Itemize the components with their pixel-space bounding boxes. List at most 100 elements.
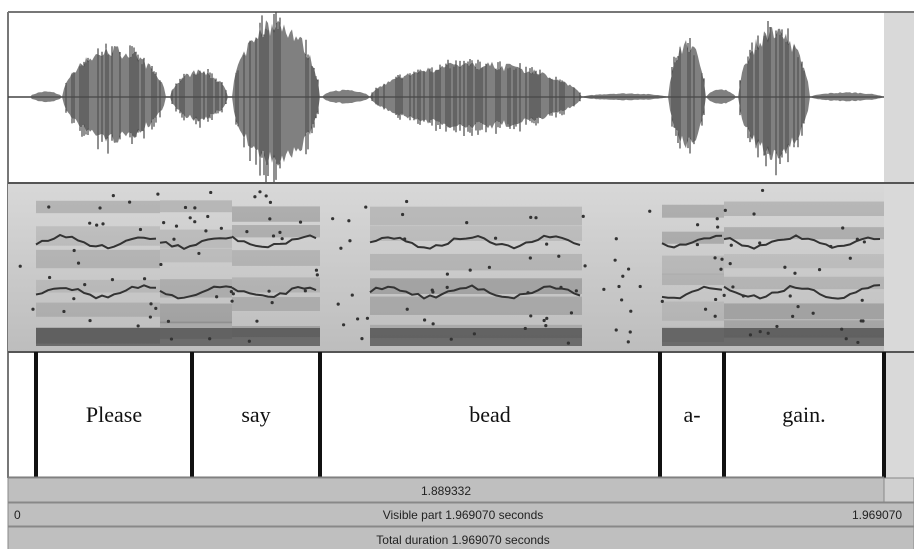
- formant-dot: [220, 227, 223, 230]
- formant-dot: [111, 278, 114, 281]
- formant-band: [36, 201, 160, 213]
- formant-dot: [170, 337, 173, 340]
- interval-label: gain.: [782, 402, 825, 427]
- formant-dot: [791, 315, 794, 318]
- formant-dot: [154, 307, 157, 310]
- formant-dot: [184, 206, 187, 209]
- formant-dot: [364, 205, 367, 208]
- formant-band: [662, 205, 724, 218]
- interval-boundary: [190, 352, 194, 478]
- formant-dot: [193, 220, 196, 223]
- formant-dot: [567, 342, 570, 345]
- formant-dot: [98, 206, 101, 209]
- formant-dot: [253, 195, 256, 198]
- formant-dot: [272, 234, 275, 237]
- formant-dot: [48, 276, 51, 279]
- formant-dot: [617, 285, 620, 288]
- formant-dot: [316, 273, 319, 276]
- formant-dot: [473, 332, 476, 335]
- formant-dot: [648, 210, 651, 213]
- formant-dot: [193, 206, 196, 209]
- visible-start: 0: [14, 508, 21, 522]
- formant-dot: [731, 285, 734, 288]
- formant-band: [160, 200, 232, 212]
- formant-band: [724, 227, 884, 239]
- formant-dot: [723, 294, 726, 297]
- formant-dot: [559, 286, 562, 289]
- formant-dot: [347, 219, 350, 222]
- formant-band: [662, 274, 724, 285]
- formant-dot: [255, 320, 258, 323]
- formant-dot: [465, 221, 468, 224]
- formant-dot: [401, 213, 404, 216]
- formant-dot: [209, 191, 212, 194]
- formant-dot: [767, 332, 770, 335]
- visible-end: 1.969070: [852, 508, 902, 522]
- formant-dot: [544, 324, 547, 327]
- formant-dot: [299, 221, 302, 224]
- formant-dot: [95, 223, 98, 226]
- formant-dot: [450, 338, 453, 341]
- formant-dot: [696, 243, 699, 246]
- total-duration: Total duration 1.969070 seconds: [376, 533, 549, 547]
- formant-dot: [575, 289, 578, 292]
- formant-dot: [175, 225, 178, 228]
- cursor-bar-rest[interactable]: [884, 478, 914, 502]
- formant-dot: [529, 256, 532, 259]
- formant-band: [160, 304, 232, 324]
- formant-dot: [545, 317, 548, 320]
- formant-dot: [423, 318, 426, 321]
- formant-dot: [627, 267, 630, 270]
- formant-dot: [534, 216, 537, 219]
- formant-dot: [840, 328, 843, 331]
- formant-dot: [789, 294, 792, 297]
- formant-dot: [856, 238, 859, 241]
- formant-dot: [749, 333, 752, 336]
- formant-dot: [529, 314, 532, 317]
- interval-label: Please: [86, 402, 142, 427]
- formant-dot: [83, 283, 86, 286]
- formant-dot: [621, 275, 624, 278]
- formant-dot: [775, 325, 778, 328]
- interval-boundary: [658, 352, 662, 478]
- formant-dot: [432, 322, 435, 325]
- interval-boundary: [882, 352, 886, 478]
- formant-dot: [761, 189, 764, 192]
- formant-dot: [620, 298, 623, 301]
- formant-dot: [446, 273, 449, 276]
- formant-dot: [62, 310, 65, 313]
- interval-label: a-: [683, 402, 700, 427]
- formant-dot: [304, 289, 307, 292]
- formant-dot: [714, 298, 717, 301]
- formant-dot: [524, 327, 527, 330]
- formant-dot: [863, 240, 866, 243]
- formant-dot: [88, 319, 91, 322]
- formant-dot: [849, 257, 852, 260]
- formant-dot: [861, 299, 864, 302]
- formant-dot: [143, 277, 146, 280]
- formant-dot: [128, 200, 131, 203]
- voice-bar: [662, 328, 724, 346]
- formant-dot: [267, 290, 270, 293]
- formant-dot: [742, 294, 745, 297]
- formant-band: [160, 248, 232, 262]
- formant-band: [36, 303, 160, 317]
- formant-dot: [583, 264, 586, 267]
- formant-dot: [77, 262, 80, 265]
- interval-label: say: [241, 402, 270, 427]
- interval-boundary: [722, 352, 726, 478]
- formant-dot: [545, 243, 548, 246]
- formant-dot: [47, 205, 50, 208]
- formant-dot: [348, 239, 351, 242]
- formant-dot: [269, 201, 272, 204]
- formant-dot: [829, 245, 832, 248]
- formant-dot: [488, 266, 491, 269]
- formant-dot: [162, 221, 165, 224]
- formant-dot: [758, 241, 761, 244]
- formant-band: [232, 206, 320, 221]
- formant-dot: [713, 256, 716, 259]
- formant-dot: [627, 340, 630, 343]
- voice-bar: [370, 328, 582, 346]
- formant-dot: [351, 293, 354, 296]
- formant-dot: [856, 341, 859, 344]
